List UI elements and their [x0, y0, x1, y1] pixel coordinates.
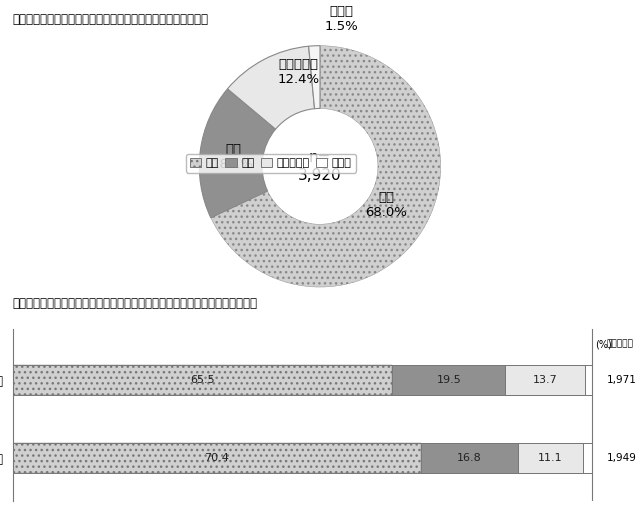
Text: n=
3,920: n= 3,920: [298, 150, 342, 183]
Wedge shape: [211, 45, 441, 287]
Bar: [392, 365, 506, 395]
Text: 無回答
1.5%: 無回答 1.5%: [325, 5, 358, 33]
Wedge shape: [227, 46, 314, 129]
Wedge shape: [308, 45, 320, 109]
Text: 65.5: 65.5: [190, 375, 215, 385]
Bar: [13, 444, 421, 473]
Text: 1,949: 1,949: [607, 453, 637, 463]
Text: 19.5: 19.5: [436, 375, 461, 385]
Bar: [518, 444, 582, 473]
Bar: [421, 444, 518, 473]
Bar: [585, 365, 593, 395]
Bar: [13, 365, 392, 395]
Legend: ある, ない, わからない, 無回答: ある, ない, わからない, 無回答: [186, 154, 356, 173]
Wedge shape: [199, 89, 276, 218]
Text: ［学力向上のため学校に求めたいことの有無＜小学生、中学生の保護者別＞］: ［学力向上のため学校に求めたいことの有無＜小学生、中学生の保護者別＞］: [13, 297, 258, 310]
Text: ［学力向上のため学校に求めたいことの有無＜保護者全体＞］: ［学力向上のため学校に求めたいことの有無＜保護者全体＞］: [13, 13, 209, 26]
Text: 70.4: 70.4: [204, 453, 229, 463]
Text: ある
68.0%: ある 68.0%: [365, 191, 407, 219]
Text: わからない
12.4%: わからない 12.4%: [277, 58, 319, 86]
Bar: [506, 365, 585, 395]
Text: 11.1: 11.1: [538, 453, 563, 463]
Text: 13.7: 13.7: [533, 375, 557, 385]
Text: 16.8: 16.8: [457, 453, 482, 463]
Text: サンプル数: サンプル数: [607, 339, 634, 348]
Text: 1,971: 1,971: [607, 375, 637, 385]
Text: ない
18.1%: ない 18.1%: [212, 143, 254, 171]
Text: (%): (%): [595, 339, 612, 349]
Bar: [582, 444, 592, 473]
